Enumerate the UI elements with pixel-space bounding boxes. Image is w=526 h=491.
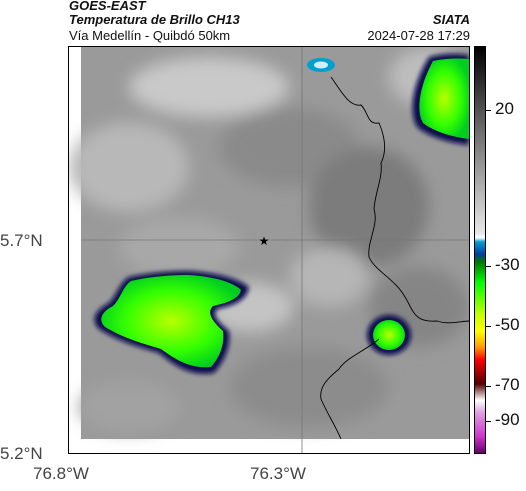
storm-cell-small [367,315,411,355]
colorbar-label-20: 20 [495,99,514,118]
colorbar-label-minus-50: -50 [495,315,520,334]
storm-cell-large [94,271,250,374]
lon-label-76-8: 76.8°W [33,464,89,483]
lon-label-76-3: 76.3°W [250,464,306,483]
colorbar-label-minus-90: -90 [495,410,520,429]
map-image: ★ [69,47,469,453]
colorbar [474,46,486,454]
colorbar-label-minus-70: -70 [495,375,520,394]
lat-label-5-2: 5.2°N [0,444,43,463]
lat-label-5-7: 5.7°N [0,231,43,250]
satellite-map[interactable]: ★ [68,46,470,454]
star-marker: ★ [259,234,270,248]
organization-label: SIATA [432,12,470,27]
colorbar-label-minus-30: -30 [495,255,520,274]
timestamp-label: 2024-07-28 17:29 [367,28,470,43]
product-title: GOES-EAST [69,0,146,13]
product-subtitle: Temperatura de Brillo CH13 [69,12,240,27]
region-label: Vía Medellín - Quibdó 50km [69,28,231,43]
storm-cell-top-right [412,53,469,145]
